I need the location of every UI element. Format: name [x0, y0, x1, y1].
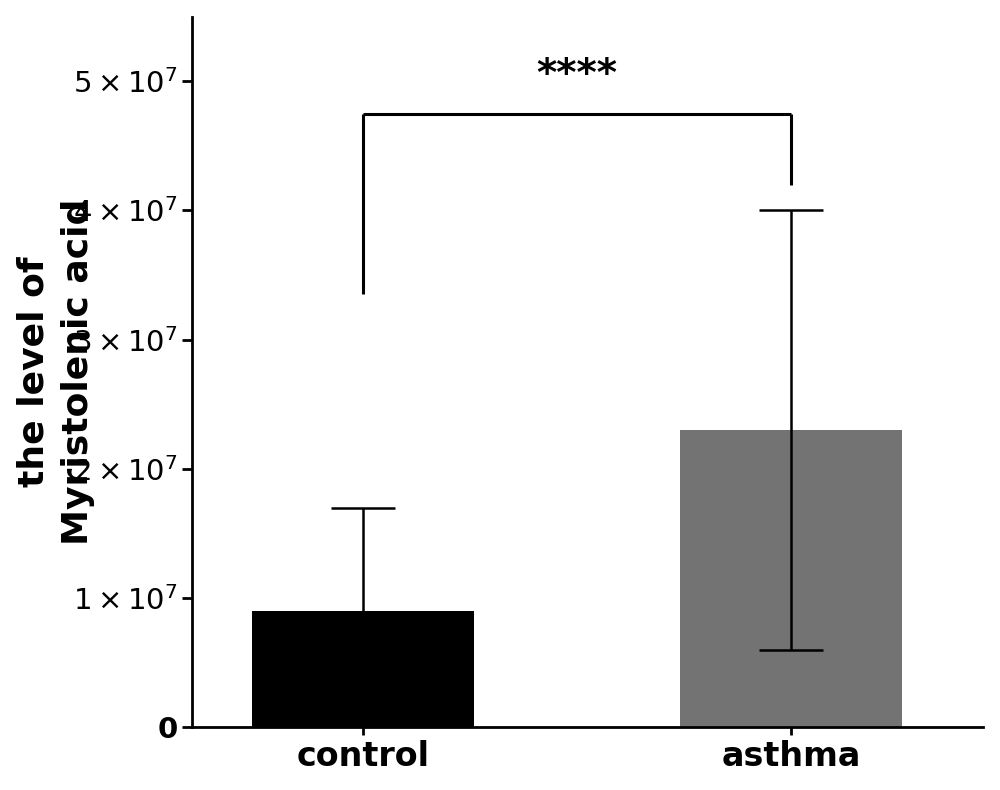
- Y-axis label: the level of
Myristolenic acid: the level of Myristolenic acid: [17, 199, 95, 545]
- Bar: [252, 611, 474, 727]
- Bar: [680, 430, 902, 727]
- Text: ****: ****: [537, 56, 618, 94]
